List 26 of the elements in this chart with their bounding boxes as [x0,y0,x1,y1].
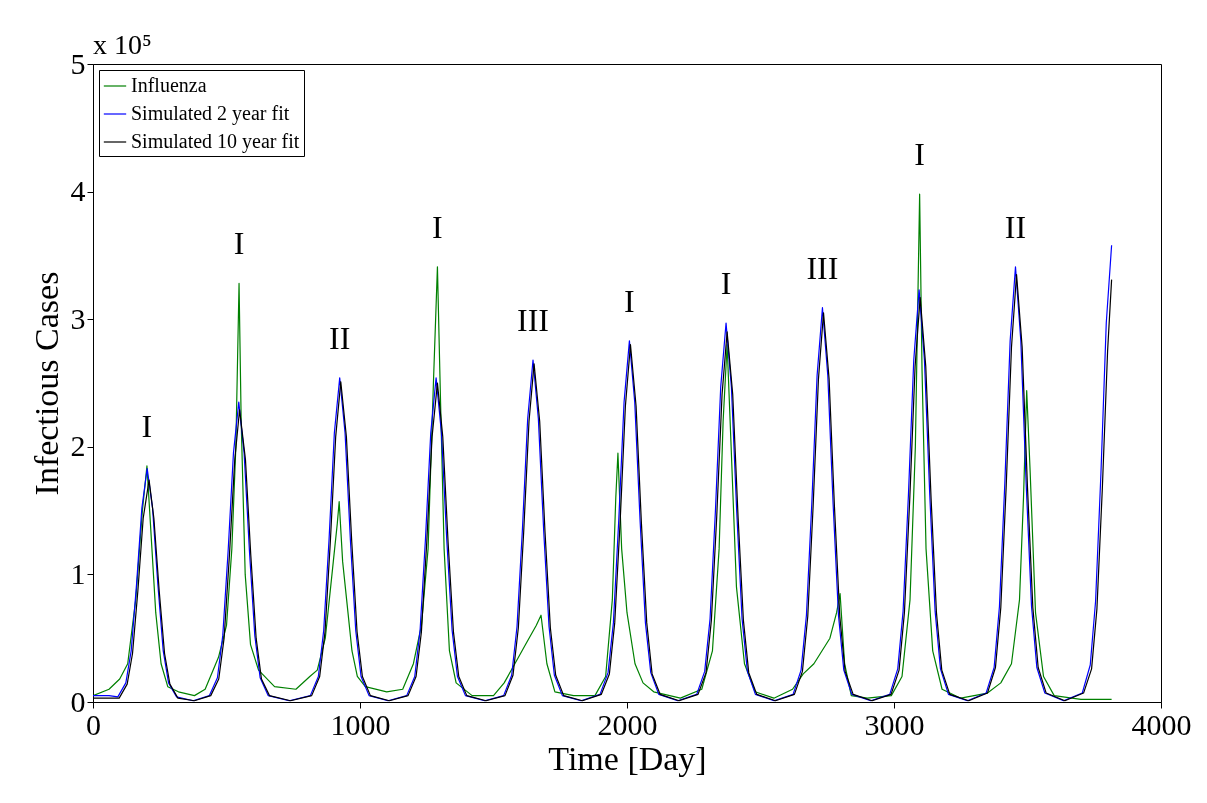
legend-label: Simulated 2 year fit [131,102,290,125]
text: x 10⁵ [93,29,152,60]
x-tick-label: 2000 [597,707,658,741]
y-tick-label: 2 [70,429,86,463]
annotation: II [1004,208,1027,245]
annotation: I [141,407,153,444]
y-tick-label: 5 [70,46,86,80]
y-tick-label: 0 [70,684,86,718]
x-axis-title: Time [Day] [548,739,707,777]
annotation: I [233,225,245,262]
y-tick-label: 4 [70,174,86,208]
y-tick-label: 3 [70,301,86,335]
annotation: III [517,302,549,339]
annotation: I [432,208,443,245]
x-tick-label: 3000 [864,707,925,741]
annotation: II [329,319,351,356]
x-tick-label: 1000 [330,707,391,741]
y-axis-title: Infectious Cases [27,271,65,496]
annotation: I [624,282,635,319]
x-tick-label: 4000 [1131,707,1192,741]
legend-label: Simulated 10 year fit [131,130,300,153]
legend-label: Influenza [131,74,207,96]
annotation: I [914,136,925,173]
y-tick-label: 1 [70,556,86,590]
annotation: III [806,249,839,286]
annotation: I [720,265,732,302]
